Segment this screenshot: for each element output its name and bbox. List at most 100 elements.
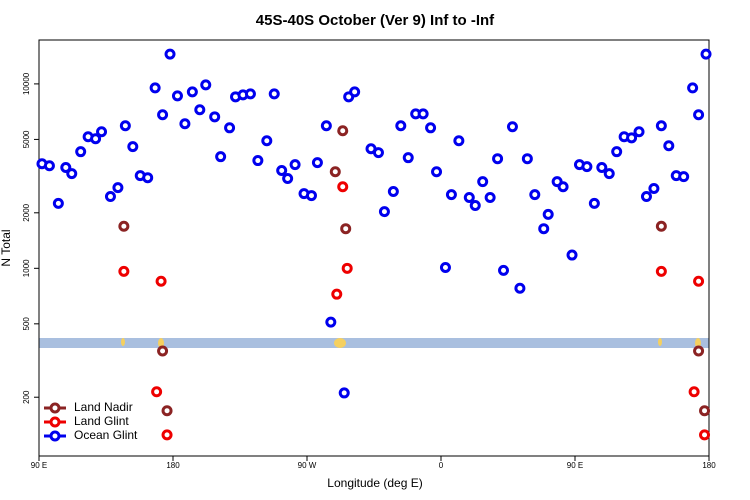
point [693,109,705,121]
y-tick-label: 500 [22,317,31,331]
point [699,429,711,441]
land-marker [158,338,164,348]
point [538,223,550,235]
point [209,111,221,123]
point [340,223,352,235]
point [648,182,660,194]
surface-band [39,338,709,348]
land-marker [121,338,125,346]
point [529,189,541,201]
point [118,220,130,232]
point [431,166,443,178]
point [655,220,667,232]
point [417,108,429,120]
point [378,206,390,218]
point [186,86,198,98]
point [557,181,569,193]
point [663,140,675,152]
point [445,189,457,201]
point [387,185,399,197]
point [96,126,108,138]
point [252,155,264,167]
x-tick-label: 180 [702,461,716,470]
point [581,161,593,173]
point [155,275,167,287]
point [52,197,64,209]
point [439,262,451,274]
x-tick-label: 90 E [31,461,47,470]
point [289,159,301,171]
point [305,190,317,202]
point [337,125,349,137]
point [142,172,154,184]
y-tick-label: 5000 [22,130,31,148]
point [119,120,131,132]
point [542,208,554,220]
point [66,168,78,180]
series [118,125,711,417]
point [171,90,183,102]
point [506,121,518,133]
point [655,120,667,132]
point [477,176,489,188]
legend-label: Ocean Glint [74,428,138,442]
point [463,192,475,204]
point [338,387,350,399]
point [640,191,652,203]
legend-marker [49,430,61,442]
point [282,172,294,184]
point [200,79,212,91]
y-axis-label: N Total [0,229,13,266]
point [521,153,533,165]
y-tick-label: 200 [22,390,31,404]
point [179,118,191,130]
point [514,282,526,294]
point [329,166,341,178]
point [331,288,343,300]
point [402,152,414,164]
point [164,48,176,60]
land-markers [121,338,701,348]
point [633,126,645,138]
point [244,88,256,100]
point [261,135,273,147]
point [104,191,116,203]
point [90,133,102,145]
point [603,168,615,180]
chart-title: 45S-40S October (Ver 9) Inf to -Inf [256,12,495,29]
legend-label: Land Nadir [74,400,133,414]
y-tick-label: 1000 [22,259,31,277]
point [655,265,667,277]
point [325,316,337,328]
point [75,146,87,158]
point [194,104,206,116]
point [112,182,124,194]
plot-frame [38,39,710,457]
point [127,141,139,153]
legend-marker [49,416,61,428]
y-tick-label: 10000 [22,72,31,95]
legend-label: Land Glint [74,414,129,428]
x-tick-label: 90 E [567,461,583,470]
point [60,162,72,174]
point [395,120,407,132]
point [688,386,700,398]
land-marker [695,338,701,348]
series [118,181,711,441]
point [611,146,623,158]
x-axis-label: Longitude (deg E) [327,476,422,490]
point [699,405,711,417]
point [484,192,496,204]
point [693,345,705,357]
point [596,162,608,174]
point [469,200,481,212]
point [425,122,437,134]
point [276,165,288,177]
point [588,197,600,209]
y-tick-label: 2000 [22,203,31,221]
point [453,135,465,147]
land-marker [658,338,662,346]
series [36,48,712,399]
